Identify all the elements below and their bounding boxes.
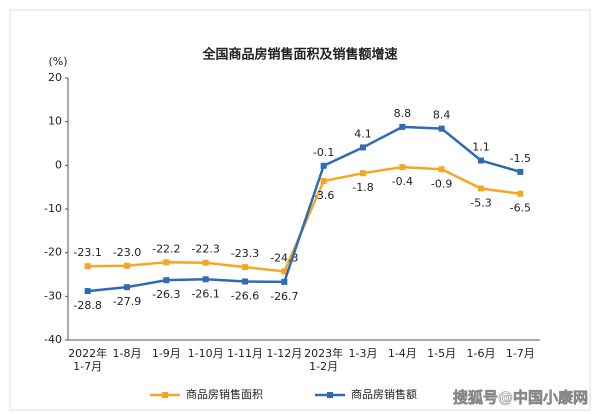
data-label: 1.1 [472, 141, 490, 154]
point [320, 178, 327, 185]
point [517, 168, 524, 175]
x-tick-label: 2022年 1-7月 [68, 346, 107, 373]
data-label: -27.9 [113, 295, 141, 308]
y-tick-label: -40 [44, 333, 62, 346]
y-tick-label: -10 [44, 202, 62, 215]
y-tick-label: 10 [48, 115, 62, 128]
data-label: -23.3 [231, 247, 259, 260]
series-line [87, 165, 521, 273]
data-label: -26.1 [191, 287, 219, 300]
x-tick-label: 1-9月 [152, 347, 181, 360]
chart-title: 全国商品房销售面积及销售额增速 [201, 47, 397, 63]
point [320, 162, 327, 169]
x-tick-label: 1-11月 [227, 347, 263, 360]
data-label: 8.8 [394, 107, 412, 120]
point [242, 264, 248, 271]
x-tick-label: 1-4月 [388, 347, 417, 360]
legend-label: 商品房销售额 [351, 387, 417, 401]
point [124, 262, 130, 269]
y-tick-label: -20 [44, 246, 62, 259]
legend-marker [162, 392, 168, 398]
point [438, 125, 445, 132]
data-label: -26.3 [152, 288, 180, 301]
data-label: 8.4 [433, 109, 451, 122]
data-label: -22.3 [191, 243, 219, 256]
point [163, 259, 170, 266]
data-label: -26.7 [270, 290, 298, 303]
y-axis-label: (%) [48, 55, 67, 68]
point [399, 164, 406, 171]
data-label: -22.2 [152, 242, 180, 255]
point [438, 166, 445, 173]
legend-marker [327, 392, 333, 398]
data-label: -23.0 [113, 246, 141, 259]
point [124, 284, 130, 291]
data-label: -3.6 [313, 189, 334, 202]
point [281, 268, 288, 275]
point [360, 170, 366, 177]
data-label: -28.8 [73, 299, 101, 312]
legend-label: 商品房销售面积 [186, 387, 263, 401]
data-label: -26.6 [231, 289, 259, 302]
data-label: -1.8 [352, 181, 373, 194]
point [202, 259, 209, 266]
point [281, 278, 288, 285]
series-line [87, 125, 521, 293]
watermark: 搜狐号@中国小康网 [453, 389, 588, 407]
point [478, 185, 484, 192]
point [517, 190, 524, 197]
data-label: -0.1 [313, 146, 334, 159]
point [163, 277, 170, 284]
frame [9, 9, 591, 411]
point [360, 144, 366, 151]
x-tick-label: 1-5月 [427, 347, 456, 360]
y-tick-label: 0 [55, 158, 62, 171]
data-label: -23.1 [73, 246, 101, 259]
y-tick-label: -30 [44, 289, 62, 302]
y-tick-label: 20 [48, 71, 62, 84]
x-tick-label: 1-6月 [467, 347, 496, 360]
data-label: 4.1 [354, 127, 372, 140]
point [242, 278, 248, 285]
point [478, 157, 484, 164]
point [84, 288, 91, 295]
data-label: -5.3 [470, 196, 491, 209]
x-tick-label: 1-3月 [349, 347, 378, 360]
x-tick-label: 1-8月 [113, 347, 142, 360]
data-label: -6.5 [510, 202, 531, 215]
data-label: -1.5 [510, 152, 531, 165]
x-tick-label: 1-12月 [266, 347, 302, 360]
x-tick-label: 1-7月 [506, 347, 535, 360]
data-label: -0.4 [392, 175, 413, 188]
point [399, 123, 406, 130]
x-tick-label: 1-10月 [188, 347, 224, 360]
data-label: -0.9 [431, 177, 452, 190]
point [84, 263, 91, 270]
point [202, 276, 209, 283]
x-tick-label: 2023年 1-2月 [304, 346, 343, 373]
